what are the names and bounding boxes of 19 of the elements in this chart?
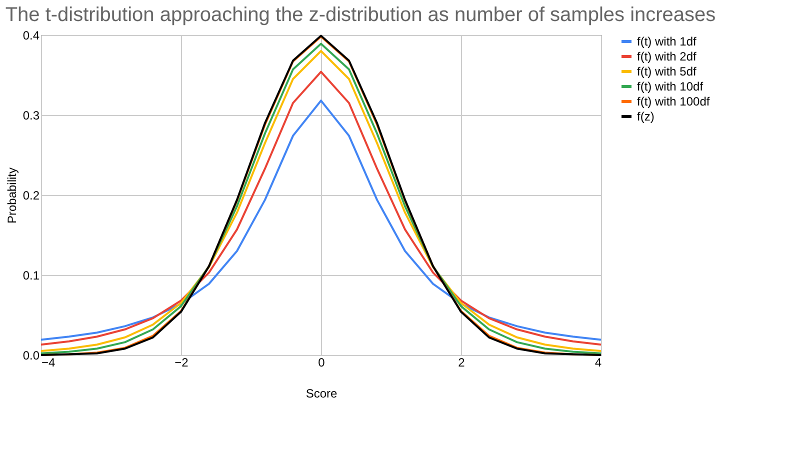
y-axis-title: Probability: [4, 167, 19, 224]
y-tick-label: 0.4: [22, 28, 40, 42]
legend-label: f(z): [637, 110, 654, 124]
x-tick-label: −2: [174, 356, 189, 370]
chart-title: The t-distribution approaching the z-distribution as number of samples increases: [5, 4, 716, 26]
x-tick-label: −4: [42, 356, 56, 370]
y-tick-label: 0.0: [22, 348, 40, 362]
legend-label: f(t) with 100df: [637, 94, 710, 108]
legend-label: f(t) with 10df: [637, 80, 704, 94]
x-axis-title: Score: [306, 386, 338, 400]
legend-label: f(t) with 2df: [637, 50, 698, 64]
y-tick-label: 0.1: [22, 268, 40, 282]
x-tick-label: 4: [594, 356, 602, 370]
legend-label: f(t) with 5df: [637, 64, 698, 78]
legend-label: f(t) with 1df: [637, 34, 698, 48]
y-tick-label: 0.2: [22, 188, 40, 202]
x-tick-label: 0: [318, 356, 326, 370]
x-tick-label: 2: [458, 356, 466, 370]
y-tick-label: 0.3: [22, 108, 40, 122]
